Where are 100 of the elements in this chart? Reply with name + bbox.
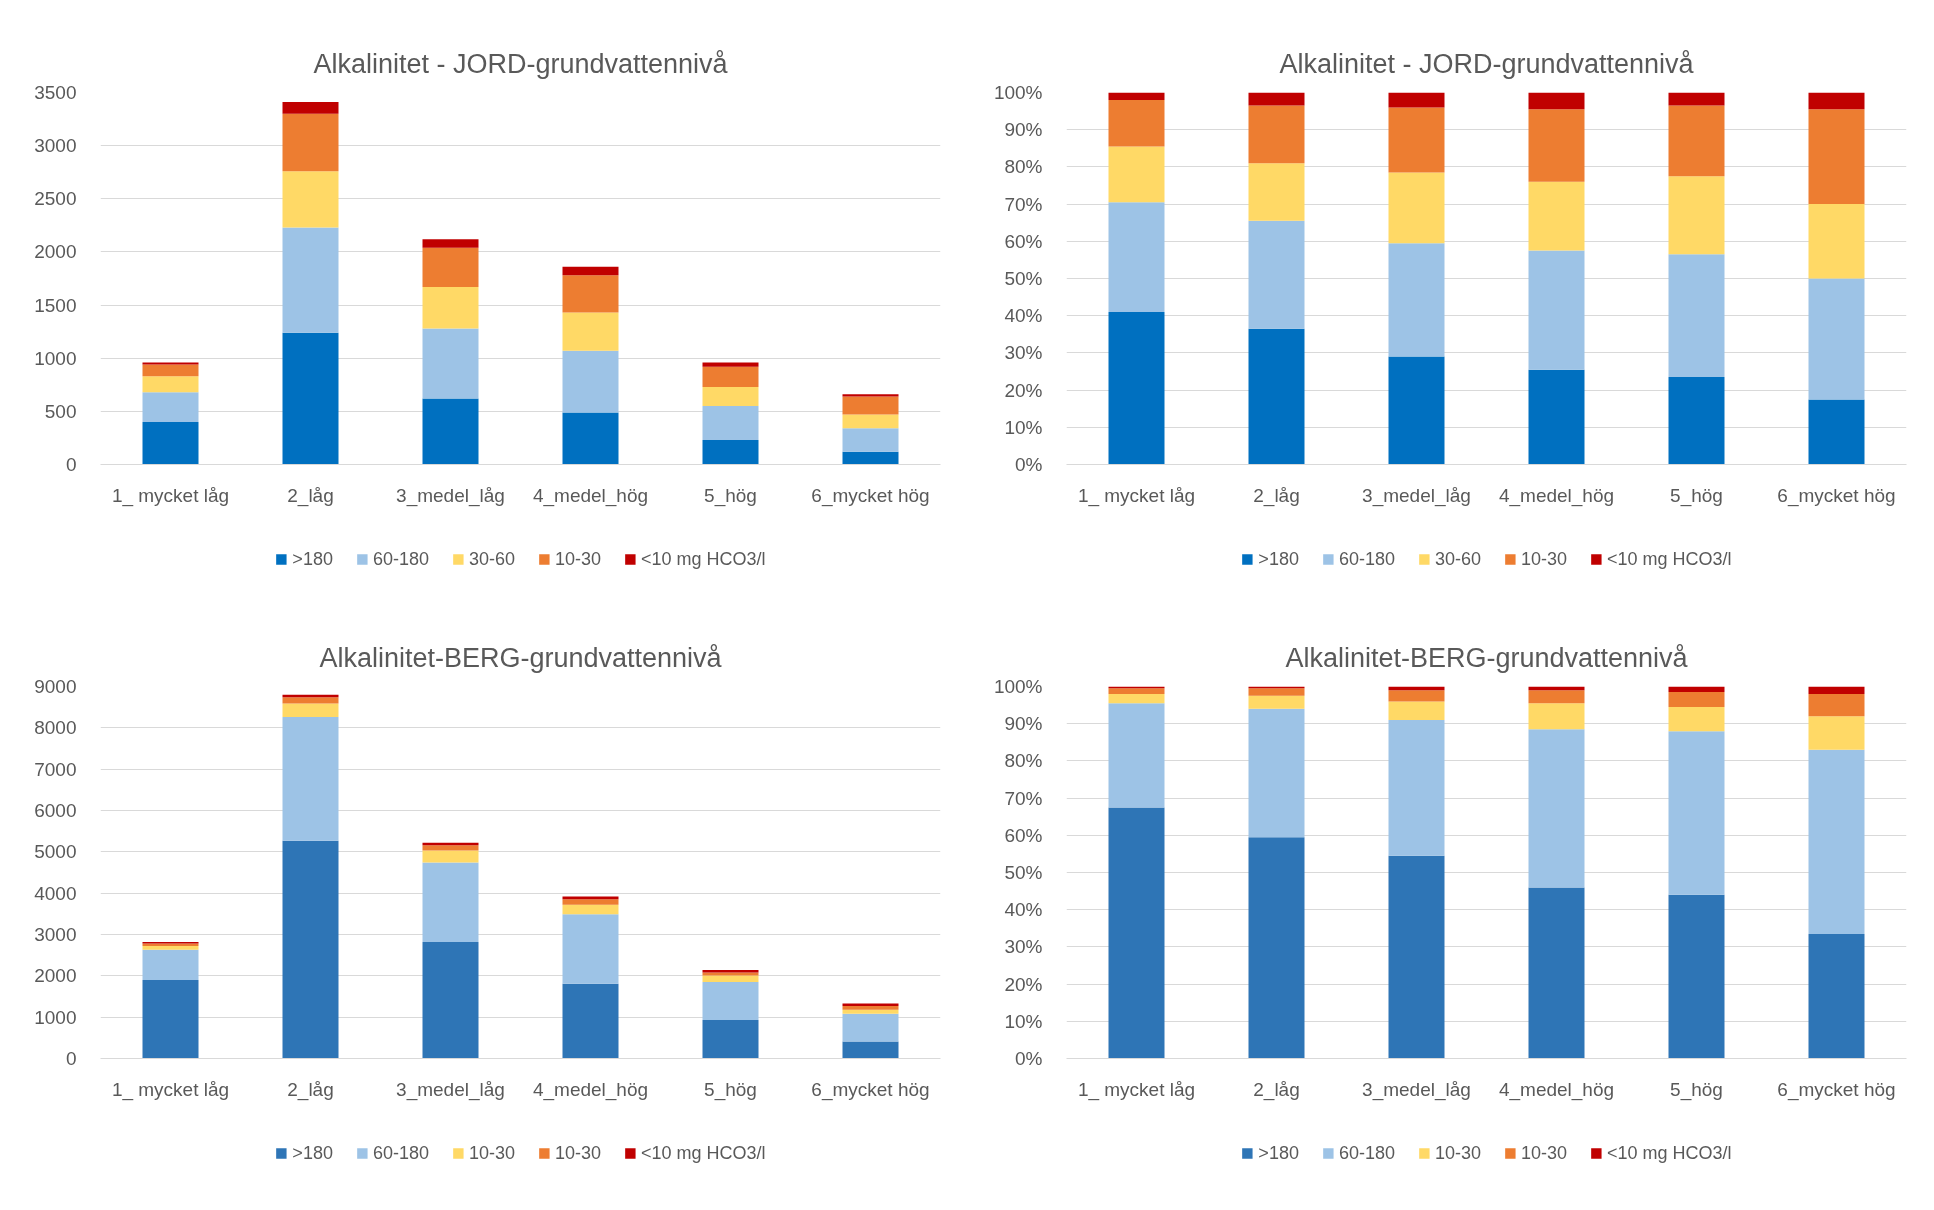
bar <box>1388 690 1445 702</box>
bar <box>1808 204 1865 279</box>
x-tick-label: 1_ mycket låg <box>1077 484 1196 507</box>
bar <box>422 850 479 863</box>
bar <box>1808 92 1865 110</box>
bar <box>562 896 619 900</box>
bar <box>1248 837 1305 1059</box>
bar <box>702 975 759 983</box>
bar <box>282 703 339 718</box>
bar <box>1528 729 1585 888</box>
bar <box>702 440 759 465</box>
x-tick-label: 1_ mycket låg <box>1077 1078 1196 1101</box>
bar <box>1808 693 1865 717</box>
legend-label: >180 <box>292 548 333 570</box>
bar <box>562 412 619 465</box>
bar <box>1108 92 1165 100</box>
bar <box>1388 107 1445 173</box>
bar <box>1808 278 1865 400</box>
y-tick-label: 90% <box>1004 713 1043 735</box>
x-tick-label: 1_ mycket låg <box>111 1078 230 1101</box>
bar <box>1808 716 1865 750</box>
y-tick-label: 10% <box>1004 1010 1043 1032</box>
x-tick-label: 1_ mycket låg <box>111 484 230 507</box>
legend-label: 10-30 <box>555 548 602 570</box>
bar <box>1108 688 1165 694</box>
bar <box>282 717 339 841</box>
bar <box>1248 328 1305 465</box>
bar <box>282 697 339 704</box>
y-tick-label: 2000 <box>34 965 77 987</box>
bar <box>702 1020 759 1059</box>
y-tick-label: 1000 <box>34 347 77 369</box>
y-tick-label: 30% <box>1004 936 1043 958</box>
bar <box>562 275 619 313</box>
x-tick-label: 6_mycket hög <box>1777 484 1896 507</box>
x-tick-label: 6_mycket hög <box>811 1078 930 1101</box>
y-tick-label: 8000 <box>34 717 77 739</box>
legend-label: <10 mg HCO3/l <box>641 1142 766 1164</box>
bar <box>422 247 479 287</box>
x-tick-label: 2_låg <box>1253 484 1300 507</box>
x-tick-label: 4_medel_hög <box>1498 484 1615 507</box>
bar <box>142 392 199 422</box>
bar <box>1248 708 1305 838</box>
bar <box>1528 690 1585 704</box>
bar <box>142 979 199 1059</box>
y-tick-label: 2000 <box>34 241 77 263</box>
bar <box>1808 399 1865 465</box>
y-tick-label: 100% <box>993 676 1043 697</box>
legend-label: 60-180 <box>372 1142 429 1164</box>
bar <box>282 227 339 333</box>
y-tick-label: 1000 <box>34 1006 77 1028</box>
y-tick-label: 500 <box>44 400 77 422</box>
bar <box>422 287 479 329</box>
x-tick-label: 5_hög <box>1670 1078 1723 1101</box>
bar <box>1808 933 1865 1059</box>
bar <box>842 1041 899 1059</box>
bar <box>1108 99 1165 147</box>
bar <box>1668 92 1725 106</box>
y-tick-label: 7000 <box>34 758 77 780</box>
y-tick-label: 3000 <box>34 135 77 157</box>
legend-label: 10-30 <box>1434 1142 1482 1164</box>
bar <box>702 406 759 441</box>
bar <box>562 904 619 915</box>
bar <box>1528 250 1585 370</box>
y-tick-label: 2500 <box>34 188 77 210</box>
y-tick-label: 0% <box>1015 454 1043 475</box>
x-tick-label: 4_medel_hög <box>532 1078 649 1101</box>
bar <box>842 394 899 397</box>
bar <box>842 1006 899 1010</box>
legend-label: >180 <box>1258 548 1299 570</box>
legend-label: 10-30 <box>468 1142 516 1164</box>
y-tick-label: 3000 <box>34 924 77 945</box>
legend-label: 60-180 <box>1338 1142 1395 1164</box>
bar <box>702 386 759 407</box>
bar <box>1388 172 1445 244</box>
y-tick-label: 4000 <box>34 882 77 904</box>
bar <box>1388 92 1445 108</box>
bar <box>1668 692 1725 707</box>
bar <box>1248 695 1305 709</box>
y-tick-label: 80% <box>1004 156 1043 178</box>
bar <box>1668 731 1725 895</box>
x-tick-label: 5_hög <box>1670 484 1723 507</box>
y-tick-label: 80% <box>1004 750 1043 772</box>
bar <box>1808 109 1865 205</box>
y-tick-label: 40% <box>1004 899 1043 921</box>
legend-label: 10-30 <box>1521 548 1568 570</box>
bar <box>1108 703 1165 808</box>
bar <box>562 350 619 413</box>
y-tick-label: 10% <box>1004 416 1043 438</box>
x-tick-label: 4_medel_hög <box>1498 1078 1615 1101</box>
bar <box>1248 688 1305 696</box>
bar <box>1808 749 1865 934</box>
y-tick-label: 0% <box>1015 1048 1043 1069</box>
bar <box>562 899 619 905</box>
y-tick-label: 0 <box>65 1048 77 1069</box>
y-tick-label: 60% <box>1004 824 1043 846</box>
bar <box>1388 719 1445 856</box>
bar <box>1528 109 1585 182</box>
chart-title: Alkalinitet-BERG-grundvattennivå <box>319 642 723 673</box>
y-tick-label: 50% <box>1004 268 1043 289</box>
y-tick-label: 3500 <box>34 82 77 103</box>
